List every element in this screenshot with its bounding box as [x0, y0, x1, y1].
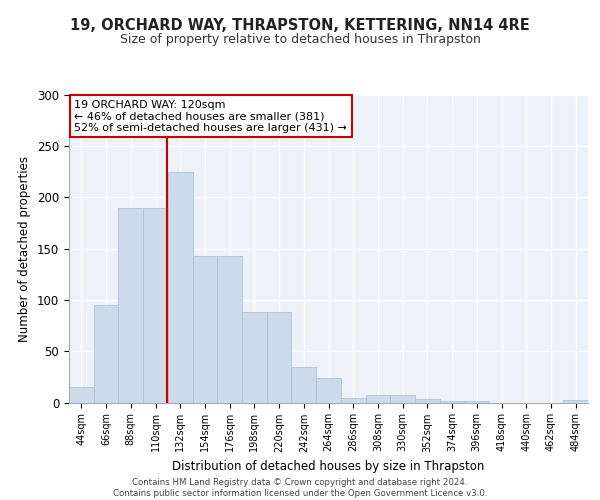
- Bar: [316, 378, 341, 402]
- Text: 19, ORCHARD WAY, THRAPSTON, KETTERING, NN14 4RE: 19, ORCHARD WAY, THRAPSTON, KETTERING, N…: [70, 18, 530, 32]
- Y-axis label: Number of detached properties: Number of detached properties: [19, 156, 31, 342]
- Bar: [242, 312, 267, 402]
- X-axis label: Distribution of detached houses by size in Thrapston: Distribution of detached houses by size …: [172, 460, 485, 473]
- Bar: [69, 387, 94, 402]
- Text: Contains HM Land Registry data © Crown copyright and database right 2024.
Contai: Contains HM Land Registry data © Crown c…: [113, 478, 487, 498]
- Bar: [292, 366, 316, 402]
- Bar: [267, 312, 292, 402]
- Bar: [143, 208, 168, 402]
- Bar: [563, 400, 588, 402]
- Bar: [94, 305, 118, 402]
- Bar: [217, 256, 242, 402]
- Bar: [118, 208, 143, 402]
- Bar: [168, 172, 193, 402]
- Bar: [390, 396, 415, 402]
- Text: 19 ORCHARD WAY: 120sqm
← 46% of detached houses are smaller (381)
52% of semi-de: 19 ORCHARD WAY: 120sqm ← 46% of detached…: [74, 100, 347, 133]
- Bar: [193, 256, 217, 402]
- Bar: [415, 400, 440, 402]
- Text: Size of property relative to detached houses in Thrapston: Size of property relative to detached ho…: [119, 32, 481, 46]
- Bar: [341, 398, 365, 402]
- Bar: [365, 396, 390, 402]
